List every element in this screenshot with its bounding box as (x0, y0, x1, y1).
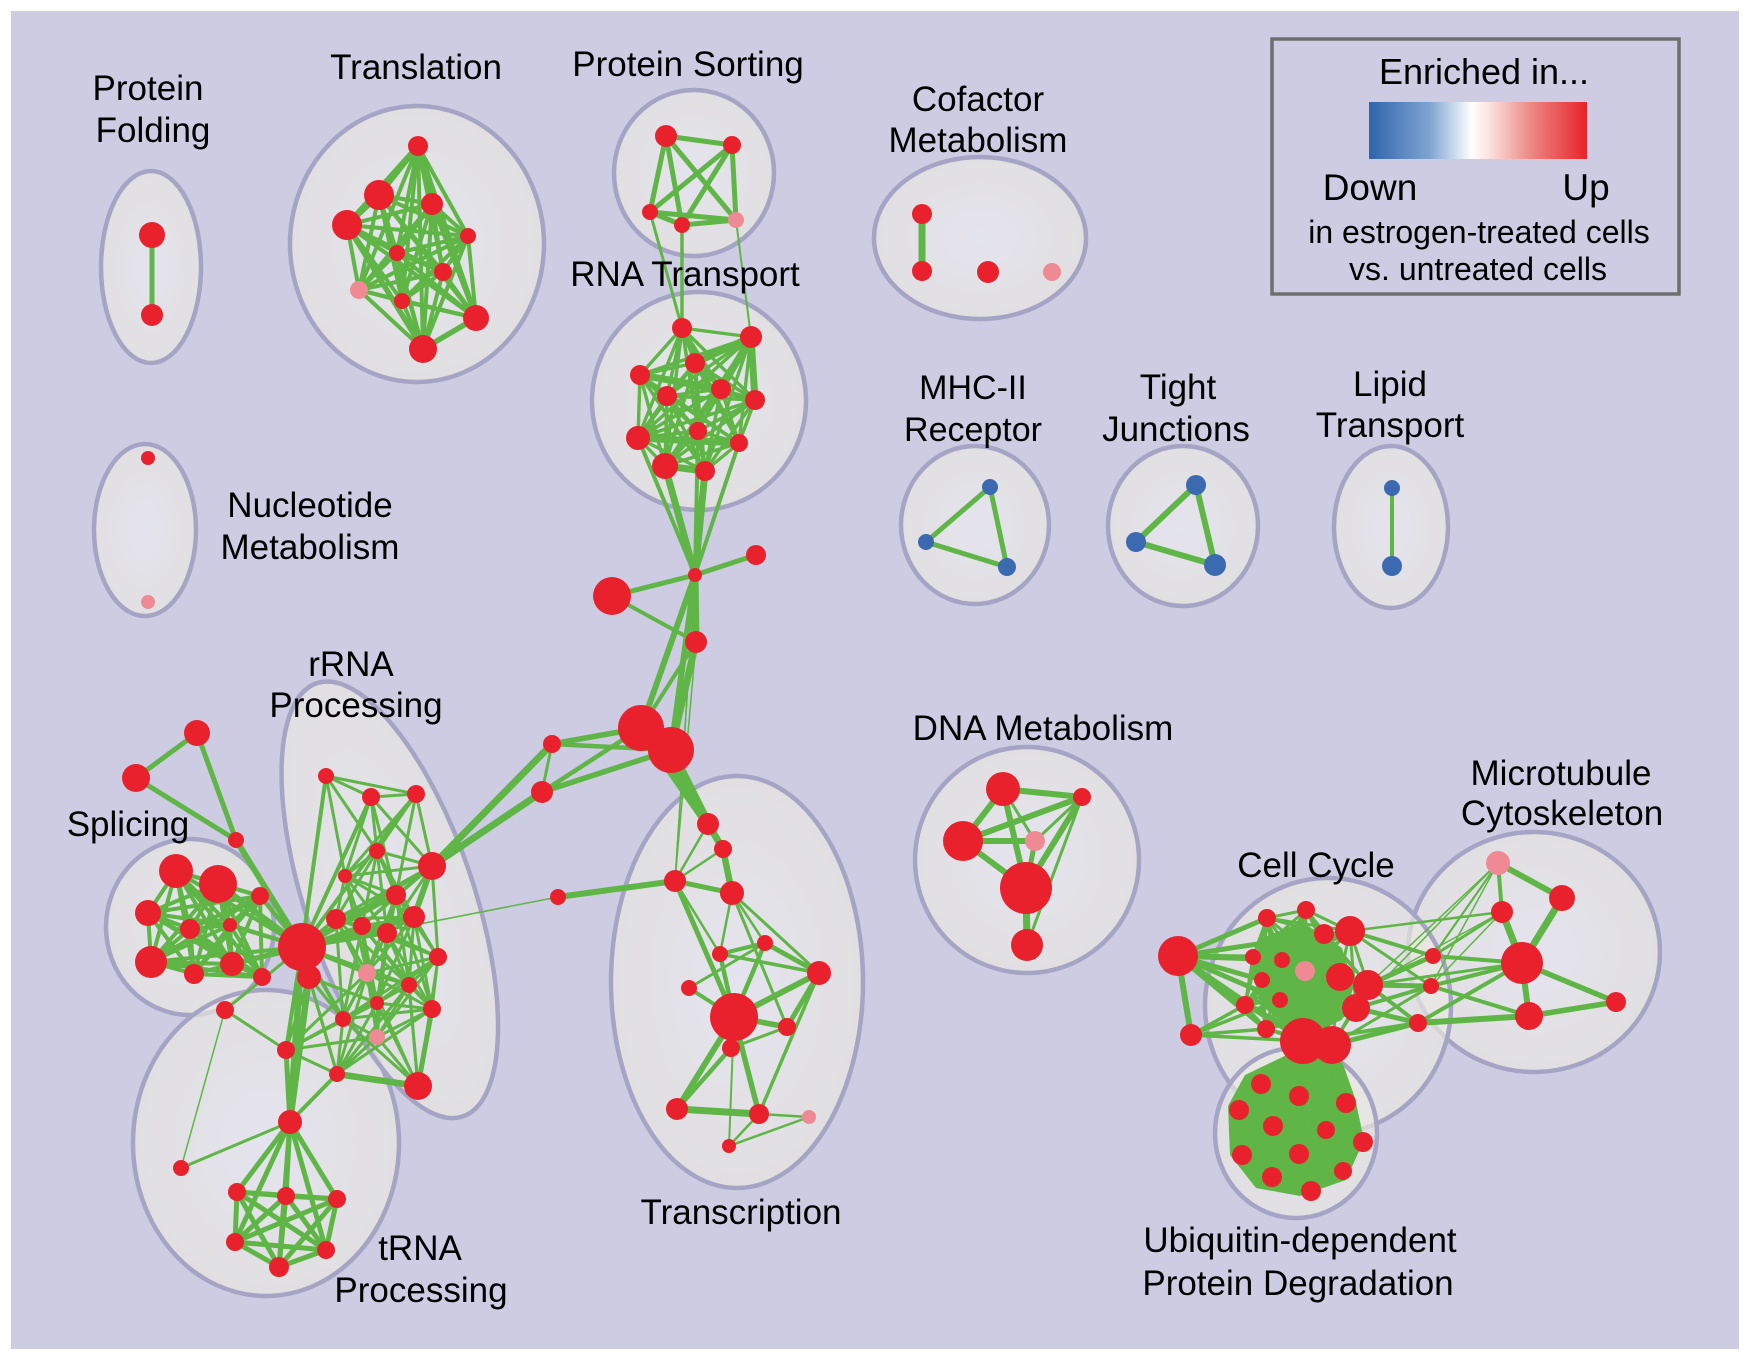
svg-text:Tight: Tight (1140, 368, 1217, 407)
svg-text:Cytoskeleton: Cytoskeleton (1461, 794, 1663, 833)
svg-text:in estrogen-treated cells: in estrogen-treated cells (1308, 214, 1650, 250)
svg-text:Transcription: Transcription (641, 1193, 842, 1232)
svg-text:tRNA: tRNA (378, 1229, 462, 1268)
svg-text:Receptor: Receptor (904, 411, 1042, 449)
svg-text:Protein: Protein (93, 69, 204, 108)
svg-text:Cell Cycle: Cell Cycle (1237, 846, 1395, 885)
svg-text:Transport: Transport (1316, 406, 1465, 445)
svg-text:Metabolism: Metabolism (221, 528, 400, 567)
svg-text:Processing: Processing (334, 1271, 507, 1310)
svg-text:Nucleotide: Nucleotide (227, 486, 392, 525)
svg-text:Enriched in...: Enriched in... (1379, 51, 1589, 92)
svg-text:Cofactor: Cofactor (912, 80, 1045, 119)
svg-text:Processing: Processing (269, 686, 442, 725)
svg-text:Microtubule: Microtubule (1471, 754, 1652, 793)
svg-text:vs. untreated cells: vs. untreated cells (1349, 251, 1607, 287)
svg-text:rRNA: rRNA (308, 645, 394, 684)
svg-text:Down: Down (1323, 167, 1418, 208)
svg-text:Lipid: Lipid (1353, 365, 1427, 404)
svg-text:Splicing: Splicing (67, 805, 190, 844)
svg-text:Protein Degradation: Protein Degradation (1142, 1264, 1453, 1303)
svg-text:Translation: Translation (330, 48, 502, 87)
svg-text:RNA Transport: RNA Transport (570, 255, 800, 294)
svg-text:Up: Up (1562, 167, 1609, 208)
svg-text:Ubiquitin-dependent: Ubiquitin-dependent (1143, 1221, 1457, 1260)
svg-text:DNA Metabolism: DNA Metabolism (913, 709, 1174, 748)
svg-text:Protein Sorting: Protein Sorting (572, 45, 804, 84)
svg-text:Junctions: Junctions (1102, 410, 1250, 449)
svg-text:MHC-II: MHC-II (919, 369, 1027, 407)
svg-text:Metabolism: Metabolism (889, 121, 1068, 160)
svg-text:Folding: Folding (96, 111, 211, 150)
